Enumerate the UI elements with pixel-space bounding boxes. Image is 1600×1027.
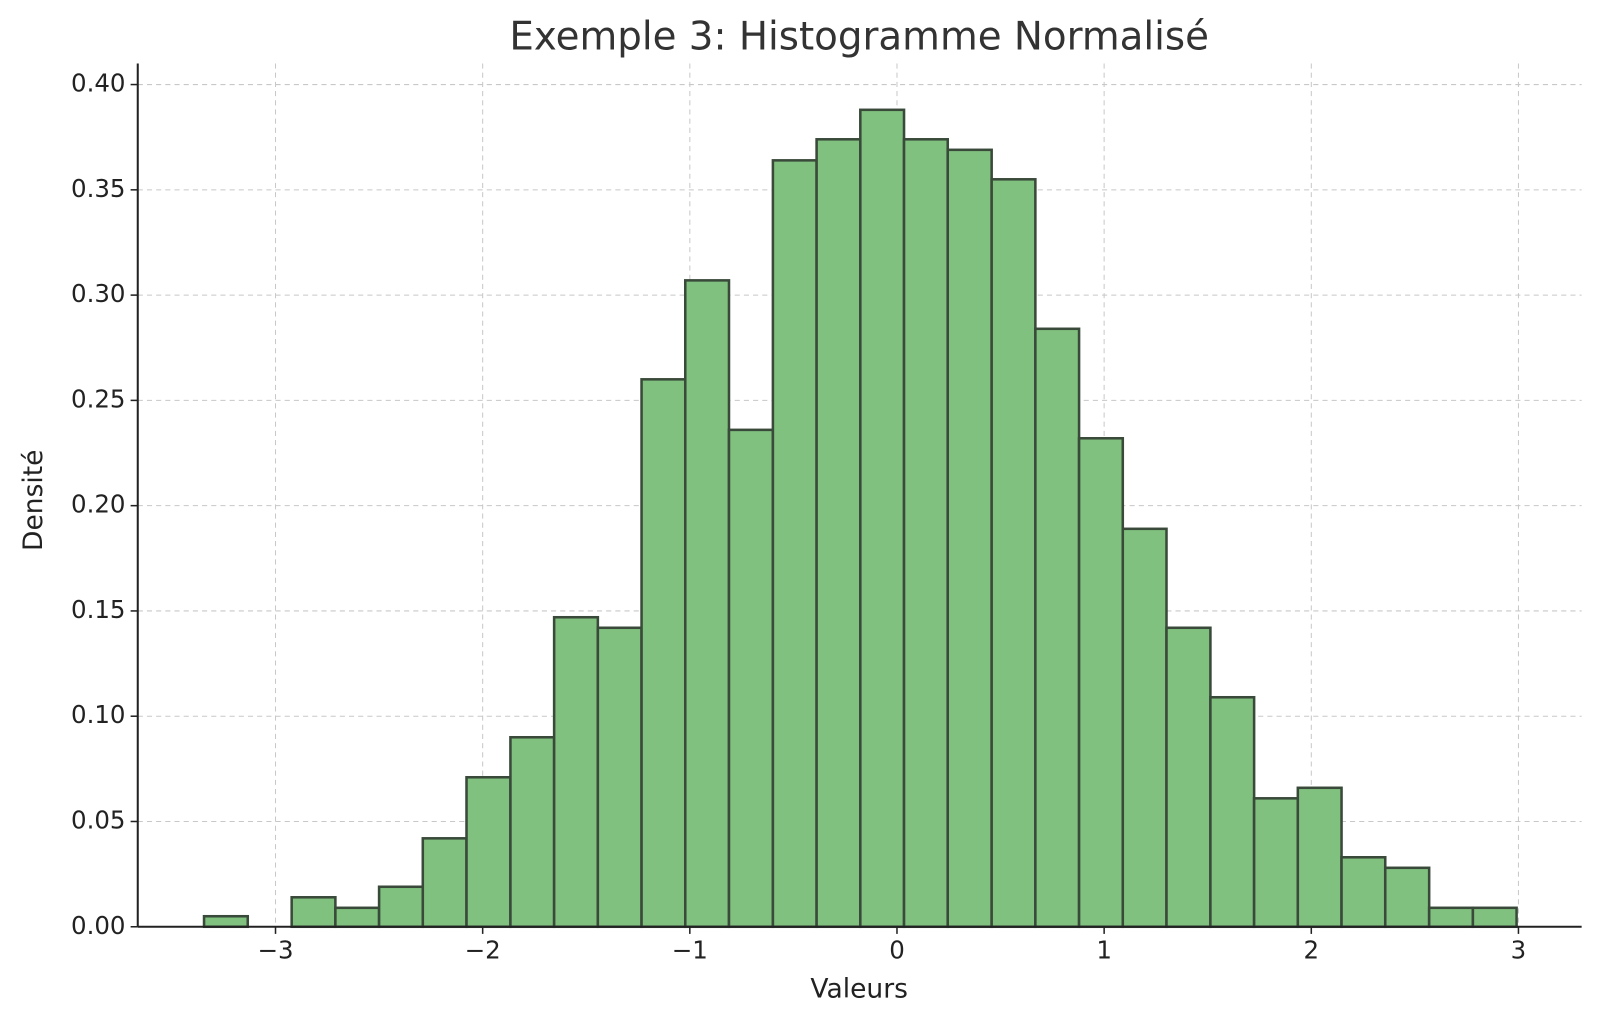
x-tick-label: 2 [1304, 935, 1320, 964]
y-tick-label: 0.05 [71, 805, 125, 834]
y-tick-label: 0.30 [71, 279, 125, 308]
x-tick-label: −2 [465, 935, 501, 964]
y-tick-label: 0.35 [71, 174, 125, 203]
axes: −3 −2 −1 0 1 2 3 0.00 0.05 0.10 0.15 0.20 0.25 0.30 0.… [71, 63, 1582, 964]
y-tick-label: 0.15 [71, 595, 125, 624]
y-tick-label: 0.20 [71, 490, 125, 519]
bar [1340, 856, 1387, 929]
bar [859, 108, 906, 929]
bar [1296, 786, 1343, 929]
bar [1165, 626, 1212, 929]
y-tick-label: 0.00 [71, 911, 125, 940]
bar [1471, 906, 1518, 929]
bar [1383, 866, 1431, 929]
bar [990, 178, 1037, 929]
bar [727, 428, 775, 929]
bar [771, 159, 818, 929]
bar [202, 914, 250, 929]
bar [1034, 327, 1081, 929]
bar [902, 138, 950, 929]
x-tick-label: −1 [672, 935, 708, 964]
y-tick-label: 0.40 [71, 69, 125, 98]
bar [377, 885, 425, 929]
bar [1209, 695, 1256, 929]
x-tick-label: 1 [1096, 935, 1112, 964]
y-tick-label: 0.10 [71, 700, 125, 729]
bar [334, 906, 381, 929]
bars [202, 108, 1518, 929]
bar [946, 148, 993, 929]
y-tick-label: 0.25 [71, 384, 125, 413]
y-axis-label: Densité [18, 450, 49, 551]
bar [1121, 527, 1168, 929]
bar [465, 775, 512, 929]
chart-title: Exemple 3: Histogramme Normalisé [509, 15, 1209, 60]
bar [509, 735, 556, 929]
x-tick-label: 3 [1511, 935, 1527, 964]
bar [421, 837, 468, 929]
bar [640, 378, 687, 929]
bar [1252, 797, 1300, 929]
bar [290, 896, 337, 929]
x-axis-label: Valeurs [810, 974, 908, 1005]
x-tick-label: 0 [889, 935, 905, 964]
bar [683, 279, 731, 929]
bar [596, 626, 643, 929]
bar [552, 615, 600, 929]
bar [1077, 437, 1125, 929]
x-tick-label: −3 [257, 935, 293, 964]
bar [1427, 906, 1475, 929]
bar [815, 138, 862, 929]
